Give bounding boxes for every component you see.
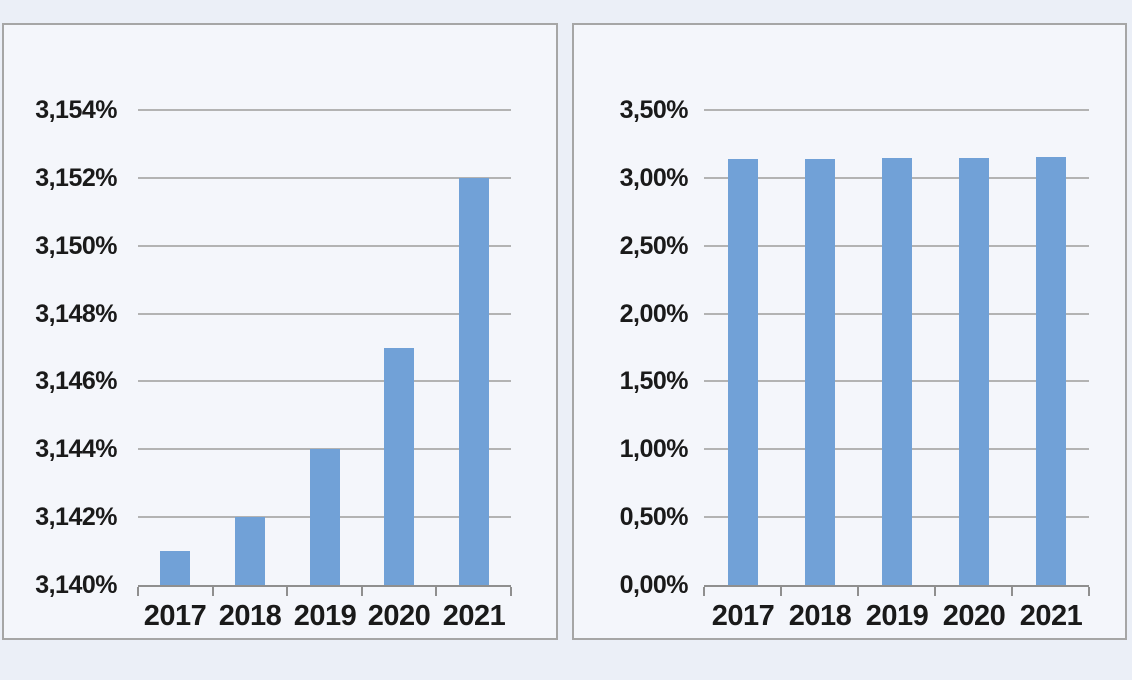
y-axis-tick-label: 3,154% (35, 96, 117, 124)
bar-2019 (882, 158, 912, 585)
chart-panel-zero-based-axis: 3,50% 3,00% 2,50% 2,00% 1,50% 1,00% 0,50% 0,00%… (572, 23, 1127, 640)
y-axis-tick-label: 3,146% (35, 367, 117, 396)
y-axis-tick-label: 3,144% (35, 435, 117, 464)
plot-area (704, 110, 1089, 587)
bar-2018 (805, 159, 835, 585)
bar-2021 (1036, 157, 1066, 585)
chart-panel-zoomed-axis: 3,154% 3,152% 3,150% 3,148% 3,146% 3,144% 3,14… (2, 23, 558, 640)
x-axis-label-2021: 2021 (442, 600, 506, 632)
y-axis-tick-label: 0,50% (619, 503, 689, 532)
y-axis-tick-label: 3,150% (35, 231, 117, 260)
x-axis-tick-mark (703, 587, 705, 596)
x-axis-label-2018: 2018 (788, 600, 852, 632)
bar-2019 (310, 449, 340, 585)
y-gridline (138, 244, 511, 247)
y-axis-tick-label: 1,00% (619, 435, 689, 464)
x-axis-tick-mark (934, 587, 936, 596)
y-gridline (138, 109, 511, 111)
y-axis-tick-label: 3,140% (35, 571, 117, 599)
x-axis-tick-mark (780, 587, 782, 596)
bar-2018 (235, 517, 265, 585)
y-gridline (138, 312, 511, 315)
x-axis-tick-mark (137, 587, 139, 596)
bar-2020 (384, 348, 414, 585)
plot-area (138, 110, 511, 587)
y-axis-tick-label: 2,50% (619, 231, 689, 260)
x-axis-label-2021: 2021 (1019, 600, 1083, 632)
y-gridline (704, 109, 1089, 111)
y-axis-tick-label: 3,142% (35, 503, 117, 532)
y-axis-tick-label: 1,50% (619, 367, 689, 396)
x-axis-label-2020: 2020 (367, 600, 431, 632)
x-axis-tick-mark (510, 587, 512, 596)
y-gridline (138, 176, 511, 179)
x-axis-tick-mark (360, 587, 363, 596)
y-axis-tick-label: 2,00% (619, 299, 689, 328)
x-axis-label-2017: 2017 (143, 600, 207, 632)
x-axis-label-2018: 2018 (218, 600, 282, 632)
bar-chart-zero-based-axis: 3,50% 3,00% 2,50% 2,00% 1,50% 1,00% 0,50% 0,00%… (574, 25, 1125, 638)
y-axis-tick-label: 3,152% (35, 163, 117, 192)
y-axis-tick-label: 0,00% (619, 571, 689, 599)
y-axis-tick-label: 3,00% (619, 163, 689, 192)
x-axis-tick-mark (286, 587, 289, 596)
x-axis-tick-mark (1088, 587, 1090, 596)
bar-2017 (728, 159, 758, 585)
x-axis-tick-mark (435, 587, 438, 596)
bar-2020 (959, 158, 989, 585)
bar-2021 (459, 178, 489, 585)
bar-2017 (160, 551, 190, 585)
bar-chart-zoomed-axis: 3,154% 3,152% 3,150% 3,148% 3,146% 3,144% 3,14… (4, 25, 556, 638)
x-axis-label-2017: 2017 (711, 600, 775, 632)
x-axis-label-2020: 2020 (942, 600, 1006, 632)
y-gridline (138, 380, 511, 383)
x-axis-label-2019: 2019 (293, 600, 357, 632)
x-axis-tick-mark (1011, 587, 1013, 596)
x-axis-label-2019: 2019 (865, 600, 929, 632)
x-axis-tick-mark (857, 587, 859, 596)
y-axis-tick-label: 3,148% (35, 299, 117, 328)
x-axis-tick-mark (211, 587, 214, 596)
y-axis-tick-label: 3,50% (619, 96, 689, 124)
